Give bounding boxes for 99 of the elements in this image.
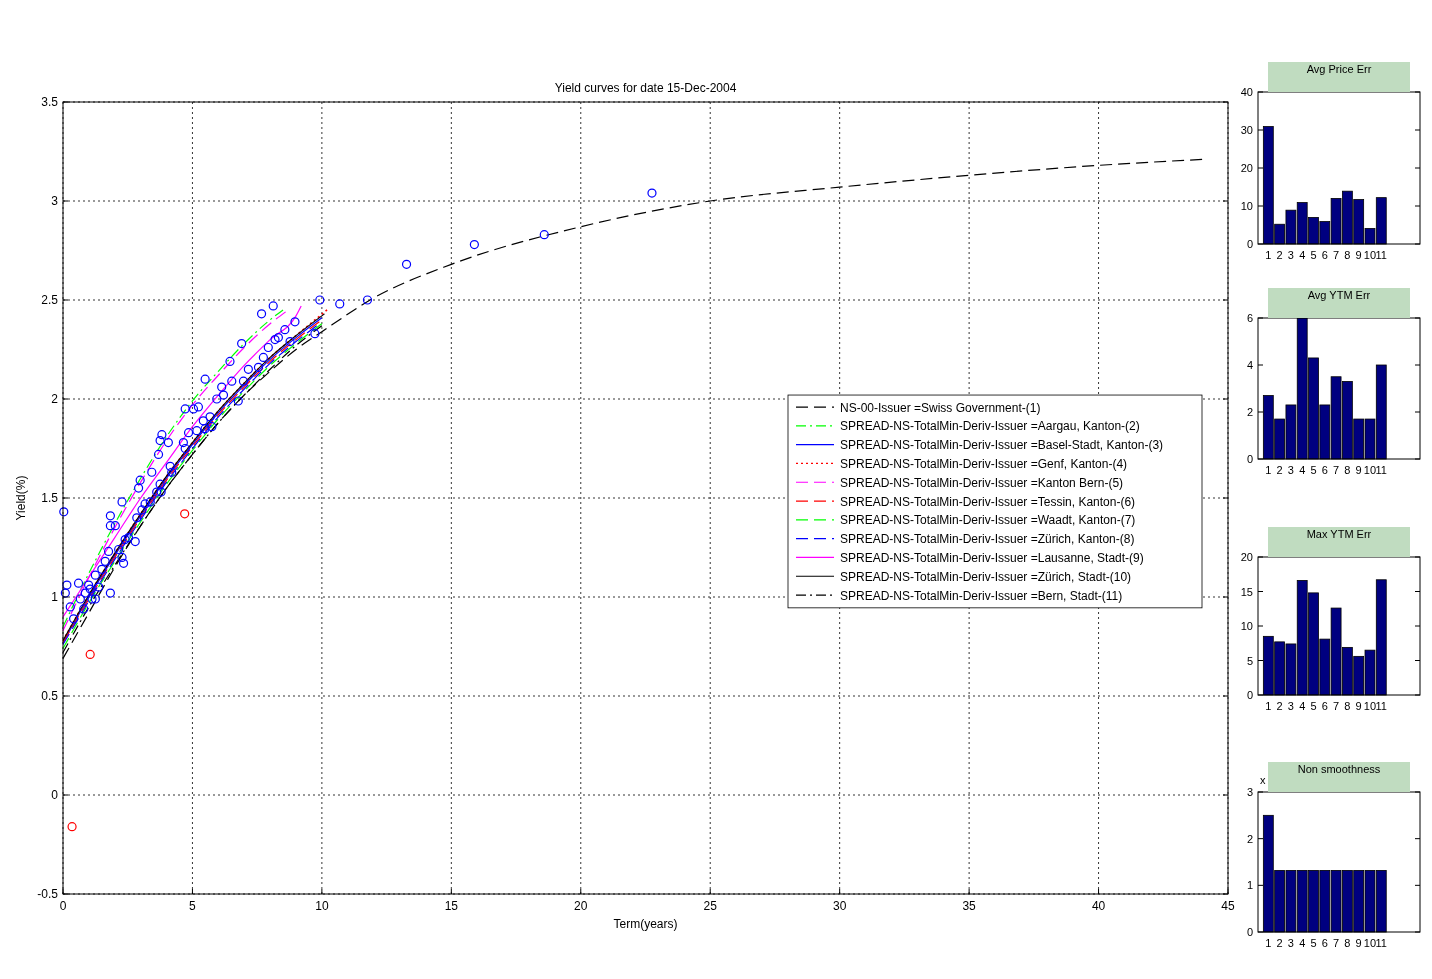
y-tick-label: 1 [1246, 879, 1253, 892]
x-tick-label: 1 [1265, 249, 1272, 261]
x-tick-label: 10 [1363, 700, 1377, 712]
x-tick-label: 7 [1333, 937, 1340, 949]
x-tick-label: 3 [1287, 937, 1294, 949]
x-tick-label: 9 [1355, 937, 1362, 949]
y-tick-label: 5 [1246, 654, 1253, 667]
y-tick-label: 0.5 [41, 689, 59, 703]
x-tick-label: 1 [1265, 937, 1272, 949]
y-tick-label: -0.5 [37, 887, 59, 901]
legend-label: SPREAD-NS-TotalMin-Deriv-Issuer =Waadt, Kanton-(7) [840, 513, 1136, 528]
x-tick-label: 10 [315, 899, 329, 913]
x-tick-label: 5 [1310, 464, 1317, 476]
legend-label: SPREAD-NS-TotalMin-Deriv-Issuer =Lausanne, Stadt-(9) [840, 550, 1144, 565]
x-tick-label: 10 [1363, 937, 1377, 949]
y-axis-title: Yield(%) [14, 475, 28, 521]
y-tick-label: 0 [1246, 238, 1253, 250]
legend-label: SPREAD-NS-TotalMin-Deriv-Issuer =Zürich, Kanton-(8) [840, 532, 1135, 547]
x-tick-label: 10 [1363, 464, 1377, 476]
x-tick-label: 11 [1375, 249, 1387, 261]
x-tick-label: 11 [1375, 464, 1387, 476]
legend-label: SPREAD-NS-TotalMin-Deriv-Issuer =Kanton Bern-(5) [840, 475, 1124, 490]
x-tick-label: 4 [1299, 700, 1306, 712]
y-tick-label: 3 [51, 194, 59, 208]
x-tick-label: 10 [1363, 249, 1377, 261]
x-tick-label: 4 [1299, 249, 1306, 261]
y-tick-label: 20 [1240, 551, 1253, 563]
y-tick-label: 2 [51, 392, 59, 406]
legend-label: SPREAD-NS-TotalMin-Deriv-Issuer =Bern, Stadt-(11) [840, 588, 1123, 603]
legend-label: SPREAD-NS-TotalMin-Deriv-Issuer =Genf, Kanton-(4) [840, 456, 1128, 471]
legend-label: SPREAD-NS-TotalMin-Deriv-Issuer =Basel-Stadt, Kanton-(3) [840, 438, 1164, 453]
x-tick-label: 11 [1375, 700, 1387, 712]
y-tick-label: 4 [1246, 359, 1253, 371]
x-tick-label: 5 [1310, 937, 1317, 949]
x-tick-label: 1 [1265, 700, 1272, 712]
x-tick-label: 8 [1344, 700, 1351, 712]
y-tick-label: 0 [1246, 926, 1253, 938]
x-tick-label: 6 [1321, 249, 1328, 261]
x-tick-label: 15 [444, 899, 459, 913]
y-tick-label: 0 [1246, 689, 1253, 701]
x-tick-label: 7 [1333, 249, 1340, 261]
chart-title: Avg YTM Err [1307, 289, 1371, 301]
legend-label: SPREAD-NS-TotalMin-Deriv-Issuer =Zürich, Stadt-(10) [840, 569, 1132, 584]
x-tick-label: 25 [703, 899, 718, 913]
x-tick-label: 35 [962, 899, 977, 913]
x-tick-label: 3 [1287, 700, 1294, 712]
chart-title: Max YTM Err [1306, 528, 1372, 540]
x-tick-label: 8 [1344, 937, 1351, 949]
x-tick-label: 6 [1321, 937, 1328, 949]
y-tick-label: 1 [51, 590, 59, 604]
text: x [1260, 774, 1266, 786]
x-tick-label: 9 [1355, 700, 1362, 712]
x-tick-label: 7 [1333, 464, 1340, 476]
y-tick-label: 2 [1246, 832, 1253, 845]
chart-title: Avg Price Err [1306, 63, 1372, 75]
x-tick-label: 6 [1321, 464, 1328, 476]
y-tick-label: 3 [1246, 786, 1253, 798]
x-tick-label: 30 [832, 899, 847, 913]
y-tick-label: 2.5 [41, 293, 59, 307]
legend-label: NS-00-Issuer =Swiss Government-(1) [840, 400, 1041, 415]
legend-label: SPREAD-NS-TotalMin-Deriv-Issuer =Tessin, Kanton-(6) [840, 494, 1136, 509]
y-tick-label: 6 [1246, 312, 1253, 324]
x-axis-title: Term(years) [613, 917, 678, 931]
chart-title: Yield curves for date 15-Dec-2004 [554, 81, 737, 95]
x-tick-label: 2 [1276, 249, 1283, 261]
x-tick-label: 4 [1299, 937, 1306, 949]
x-tick-label: 2 [1276, 464, 1283, 476]
y-tick-label: 0 [1246, 453, 1253, 465]
x-tick-label: 11 [1375, 937, 1387, 949]
x-tick-label: 8 [1344, 249, 1351, 261]
x-tick-label: 40 [1091, 899, 1106, 913]
x-tick-label: 1 [1265, 464, 1272, 476]
x-tick-label: 9 [1355, 249, 1362, 261]
x-tick-label: 9 [1355, 464, 1362, 476]
y-tick-label: 2 [1246, 406, 1253, 418]
legend-label: SPREAD-NS-TotalMin-Deriv-Issuer =Aargau, Kanton-(2) [840, 419, 1140, 434]
x-tick-label: 6 [1321, 700, 1328, 712]
y-tick-label: 40 [1240, 86, 1253, 98]
y-tick-label: 0 [51, 788, 59, 802]
x-tick-label: 5 [1310, 700, 1317, 712]
y-tick-label: 30 [1240, 124, 1253, 136]
x-tick-label: 7 [1333, 700, 1340, 712]
x-tick-label: 5 [1310, 249, 1317, 261]
y-tick-label: 3.5 [41, 95, 59, 109]
y-tick-label: 10 [1240, 620, 1253, 632]
x-tick-label: 20 [574, 899, 588, 913]
y-tick-label: 10 [1240, 200, 1253, 212]
y-tick-label: 1.5 [41, 491, 59, 505]
x-tick-label: 5 [189, 899, 197, 913]
x-tick-label: 4 [1299, 464, 1306, 476]
x-tick-label: 8 [1344, 464, 1351, 476]
chart-title: Non smoothness [1297, 763, 1381, 775]
y-tick-label: 20 [1240, 162, 1253, 174]
x-tick-label: 3 [1287, 464, 1294, 476]
x-tick-label: 2 [1276, 700, 1283, 712]
x-tick-label: 45 [1221, 899, 1235, 913]
x-tick-label: 2 [1276, 937, 1283, 949]
x-tick-label: 3 [1287, 249, 1294, 261]
y-tick-label: 15 [1240, 585, 1253, 598]
